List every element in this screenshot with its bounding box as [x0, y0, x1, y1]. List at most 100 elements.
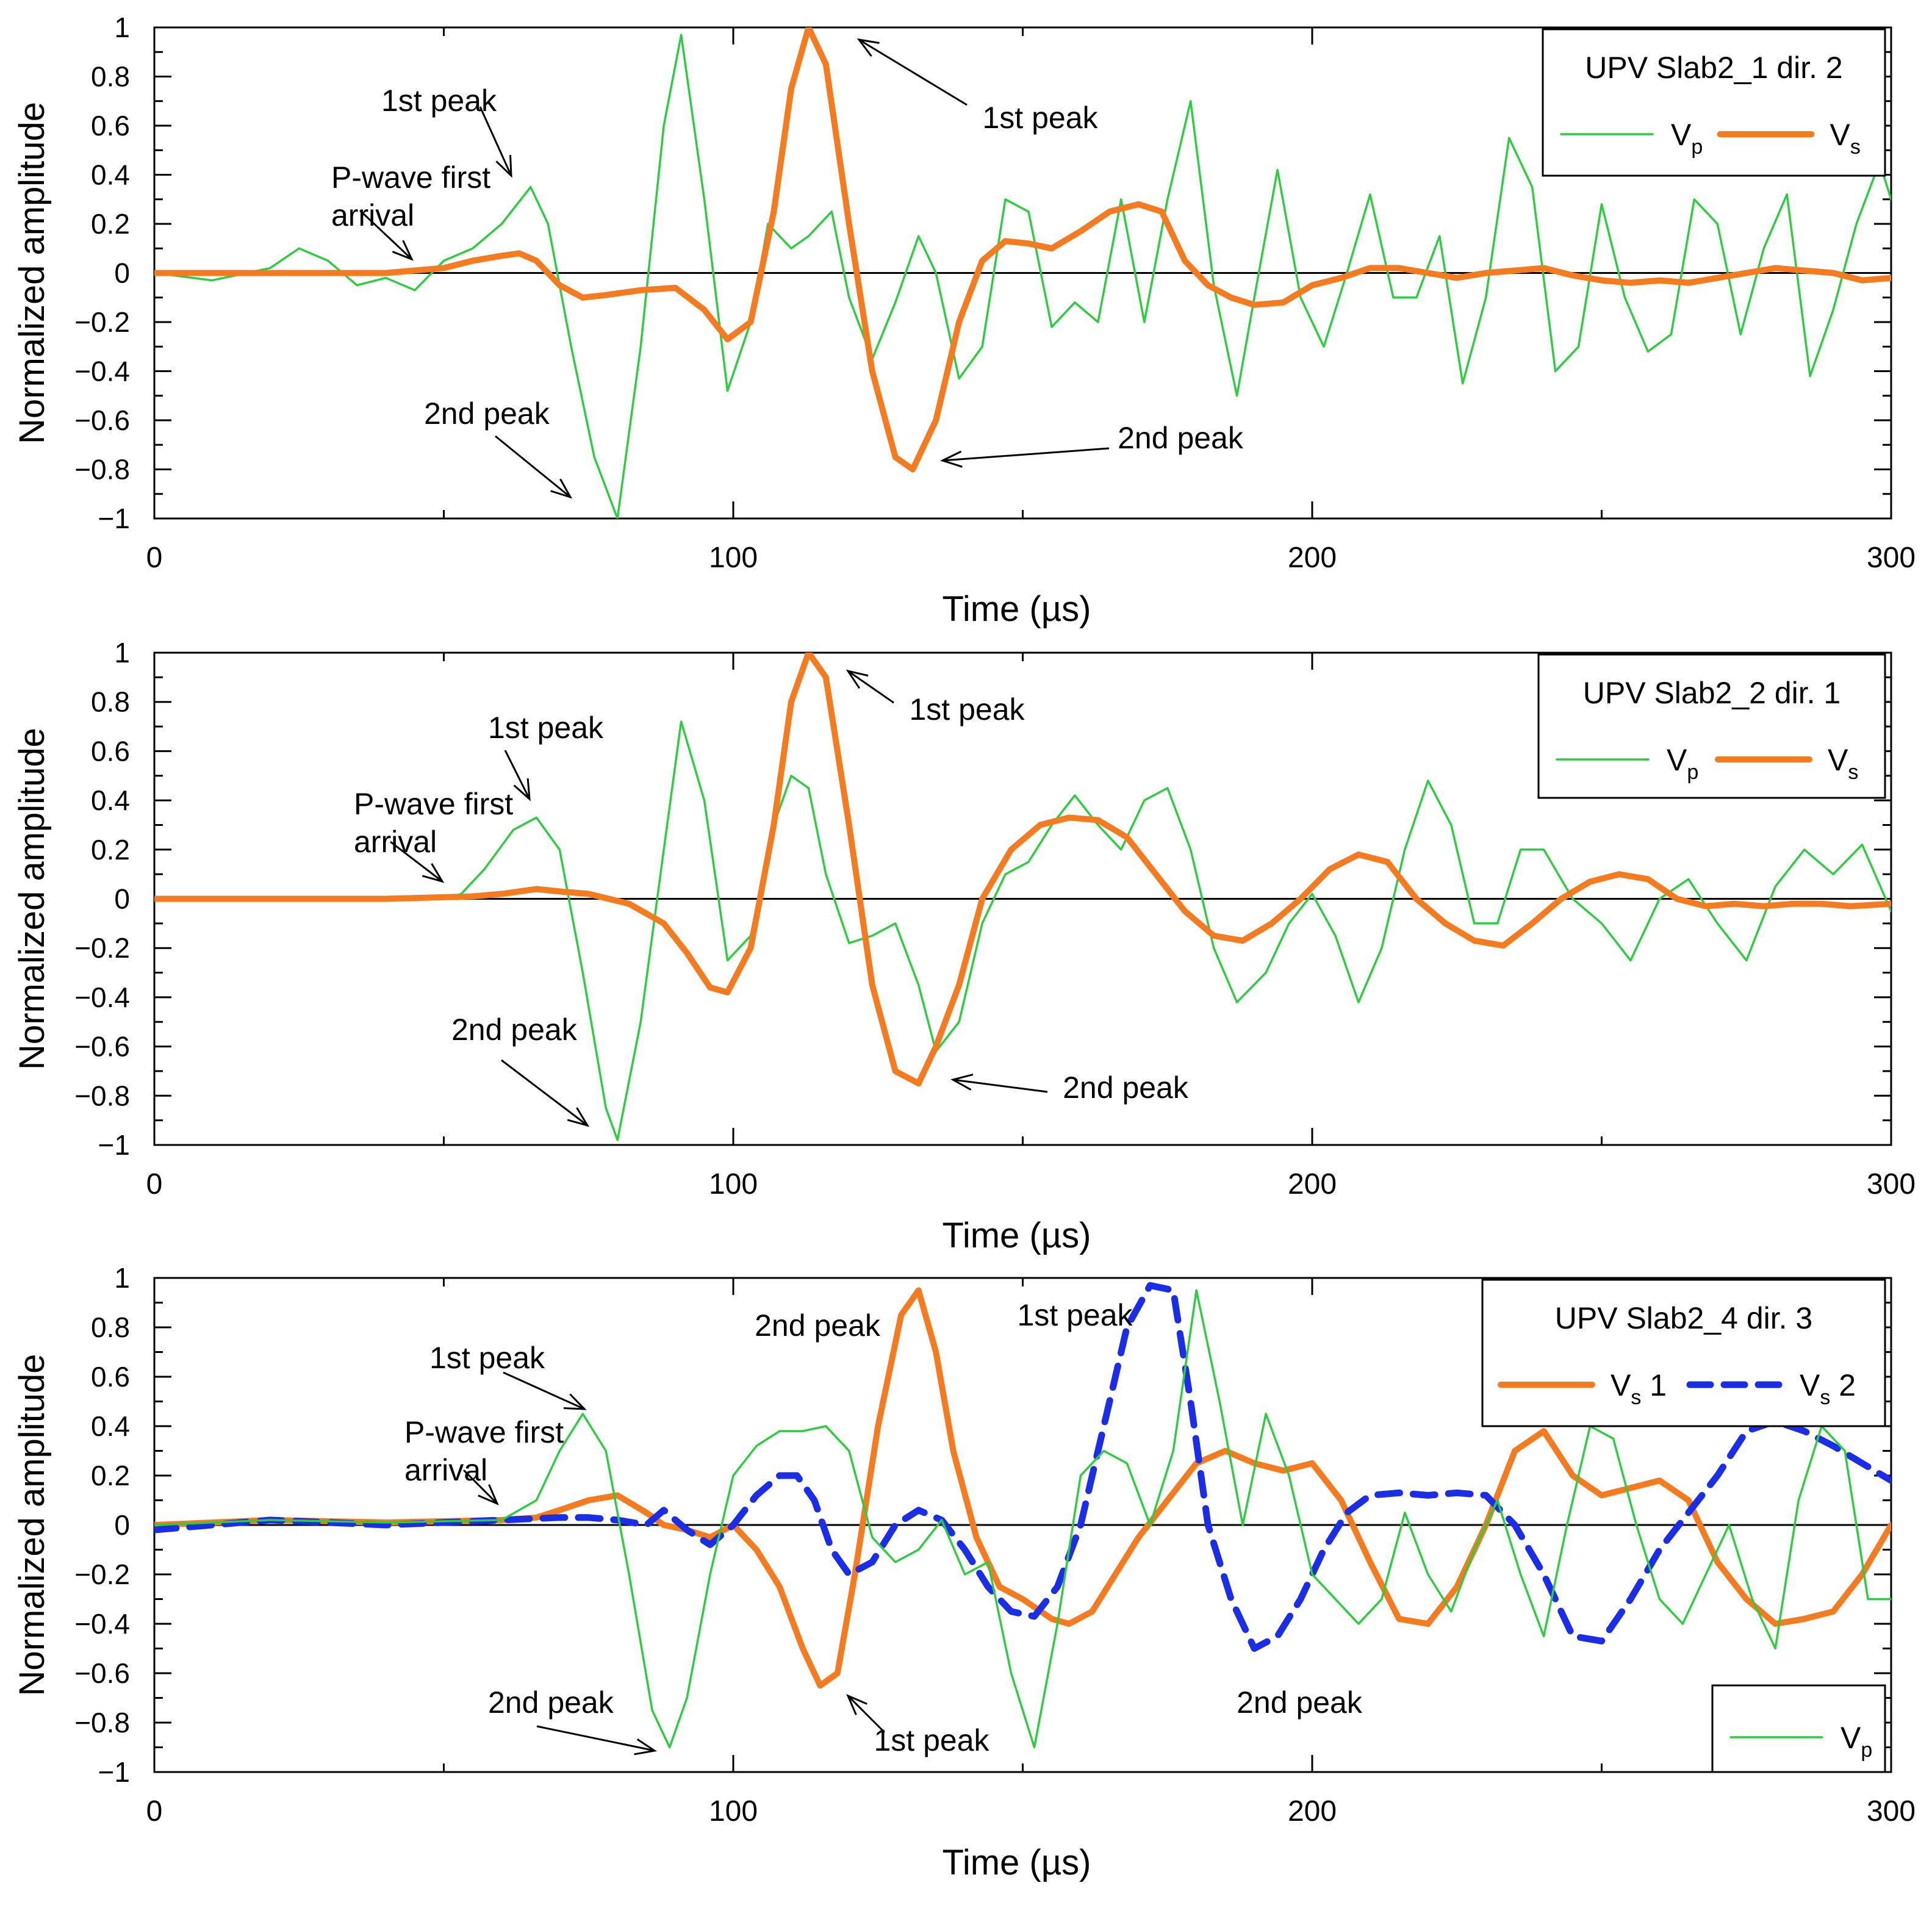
y-tick-label: −0.8: [74, 1080, 130, 1111]
legend: UPV Slab2_4 dir. 3 Vs 1 Vs 2: [1481, 1279, 1886, 1427]
y-tick-label: −0.2: [74, 1559, 130, 1590]
annotation-arrowhead: [634, 1738, 657, 1756]
annotation-arrowhead: [495, 154, 512, 178]
x-axis-label: Time (µs): [943, 589, 1091, 629]
annotation-arrowhead: [513, 778, 531, 802]
annotation-arrow: [501, 1059, 588, 1127]
series-line-vs: [154, 27, 1891, 473]
y-axis-label: Normalized amplitude: [12, 102, 52, 444]
y-tick-label: 1: [114, 12, 130, 43]
x-tick-label: 200: [1288, 542, 1337, 574]
annotation-arrowhead: [950, 1074, 974, 1091]
y-tick-label: −0.6: [74, 404, 130, 436]
y-tick-label: 0.8: [91, 1311, 130, 1343]
y-tick-label: 1: [114, 637, 130, 669]
x-axis-label: Time (µs): [943, 1216, 1091, 1255]
x-tick-label: 100: [709, 542, 758, 574]
annotation-arrowhead: [550, 478, 573, 499]
annotation-arrow: [390, 841, 443, 883]
annotation-text: P-wave first: [331, 160, 490, 195]
legend-label: Vs: [1828, 743, 1858, 784]
legend-title: UPV Slab2_4 dir. 3: [1555, 1301, 1813, 1335]
annotation-arrow: [503, 1371, 585, 1410]
series-line-vp: [154, 34, 1891, 518]
annotation: 2nd peak: [950, 1071, 1189, 1105]
series-line-vp: [154, 1289, 1891, 1749]
annotation-text: 1st peak: [874, 1723, 989, 1757]
y-tick-label: −1: [98, 503, 130, 534]
annotation: 1st peak: [488, 711, 604, 802]
legend-label: Vp: [1667, 743, 1698, 784]
y-tick-label: −0.6: [74, 1657, 130, 1689]
y-tick-label: −0.6: [74, 1031, 130, 1063]
annotation-text: 1st peak: [1017, 1298, 1133, 1332]
annotation-arrowhead: [478, 1484, 499, 1505]
legend-label: Vp: [1671, 118, 1703, 159]
y-tick-label: −0.4: [74, 981, 130, 1013]
annotation-text: 1st peak: [982, 101, 1098, 135]
x-tick-label: 200: [1288, 1168, 1337, 1200]
x-tick-label: 100: [709, 1168, 758, 1200]
legend-label: Vp: [1840, 1721, 1872, 1762]
annotation: 1st peak: [856, 38, 1099, 135]
legend-box: [1711, 1684, 1886, 1773]
y-axis-label: Normalized amplitude: [12, 728, 52, 1070]
series-line-vp: [154, 720, 1891, 1141]
y-tick-label: −1: [98, 1129, 130, 1161]
y-tick-label: 1: [114, 1262, 130, 1294]
annotation-text: 1st peak: [488, 711, 604, 745]
y-tick-label: 0: [114, 883, 130, 915]
annotation-arrowhead: [422, 863, 445, 883]
panel-3: 0 100 200 300 −1 −0.8 −0.6 −0.4 −0.2 0 0.2 0.4 0.6 0.…: [12, 1262, 1916, 1882]
annotation-text: arrival: [354, 825, 437, 859]
annotation-arrowhead: [846, 1694, 867, 1715]
legend-label: Vs 2: [1800, 1368, 1856, 1409]
y-tick-label: 0.4: [91, 159, 130, 191]
y-tick-label: 0.8: [91, 61, 130, 93]
y-tick-label: 0.2: [91, 1460, 130, 1491]
annotation-text: arrival: [331, 198, 414, 232]
y-tick-label: 0.6: [91, 110, 130, 142]
legend-secondary: Vp: [1711, 1684, 1886, 1773]
annotation-text: 2nd peak: [451, 1013, 578, 1047]
annotation-text: P-wave first: [404, 1415, 564, 1449]
legend-label: Vs 1: [1611, 1368, 1667, 1409]
annotation-arrowhead: [392, 240, 414, 261]
annotation: 2nd peak: [451, 1013, 590, 1127]
legend-box: [1537, 653, 1886, 799]
annotation: 1st peak: [846, 1694, 990, 1757]
annotation: 1st peak: [429, 1341, 587, 1410]
y-tick-label: −0.4: [74, 356, 130, 387]
annotation-text: 2nd peak: [1063, 1071, 1189, 1105]
legend-label: Vs: [1830, 118, 1861, 159]
y-tick-label: 0.8: [91, 686, 130, 718]
y-tick-label: 0.6: [91, 735, 130, 767]
y-tick-label: 0: [114, 1509, 130, 1541]
annotation: 2nd peak: [424, 396, 573, 499]
annotation-arrow: [847, 1695, 886, 1734]
annotation-text: 2nd peak: [1237, 1685, 1363, 1720]
legend-box: [1542, 28, 1886, 177]
y-tick-label: −0.2: [74, 306, 130, 338]
y-tick-label: 0.2: [91, 208, 130, 240]
annotation-arrow: [952, 1078, 1048, 1093]
x-tick-label: 300: [1867, 542, 1916, 574]
annotation-arrow: [462, 1469, 498, 1505]
annotation-text: 1st peak: [381, 84, 497, 118]
legend: UPV Slab2_1 dir. 2 Vp Vs: [1542, 28, 1886, 177]
annotation-text: 2nd peak: [424, 396, 550, 431]
x-tick-label: 300: [1867, 1795, 1916, 1828]
y-tick-label: −0.2: [74, 932, 130, 964]
annotation-arrow: [479, 106, 512, 176]
annotation-text: 1st peak: [909, 692, 1025, 726]
annotation: 1st peak: [846, 669, 1025, 726]
annotation-arrowhead: [567, 1107, 590, 1127]
annotation-text: P-wave first: [354, 787, 513, 821]
x-tick-label: 0: [146, 1795, 163, 1828]
annotation-text: 2nd peak: [488, 1685, 614, 1720]
annotation-arrowhead: [939, 450, 963, 468]
y-tick-label: 0.2: [91, 834, 130, 866]
